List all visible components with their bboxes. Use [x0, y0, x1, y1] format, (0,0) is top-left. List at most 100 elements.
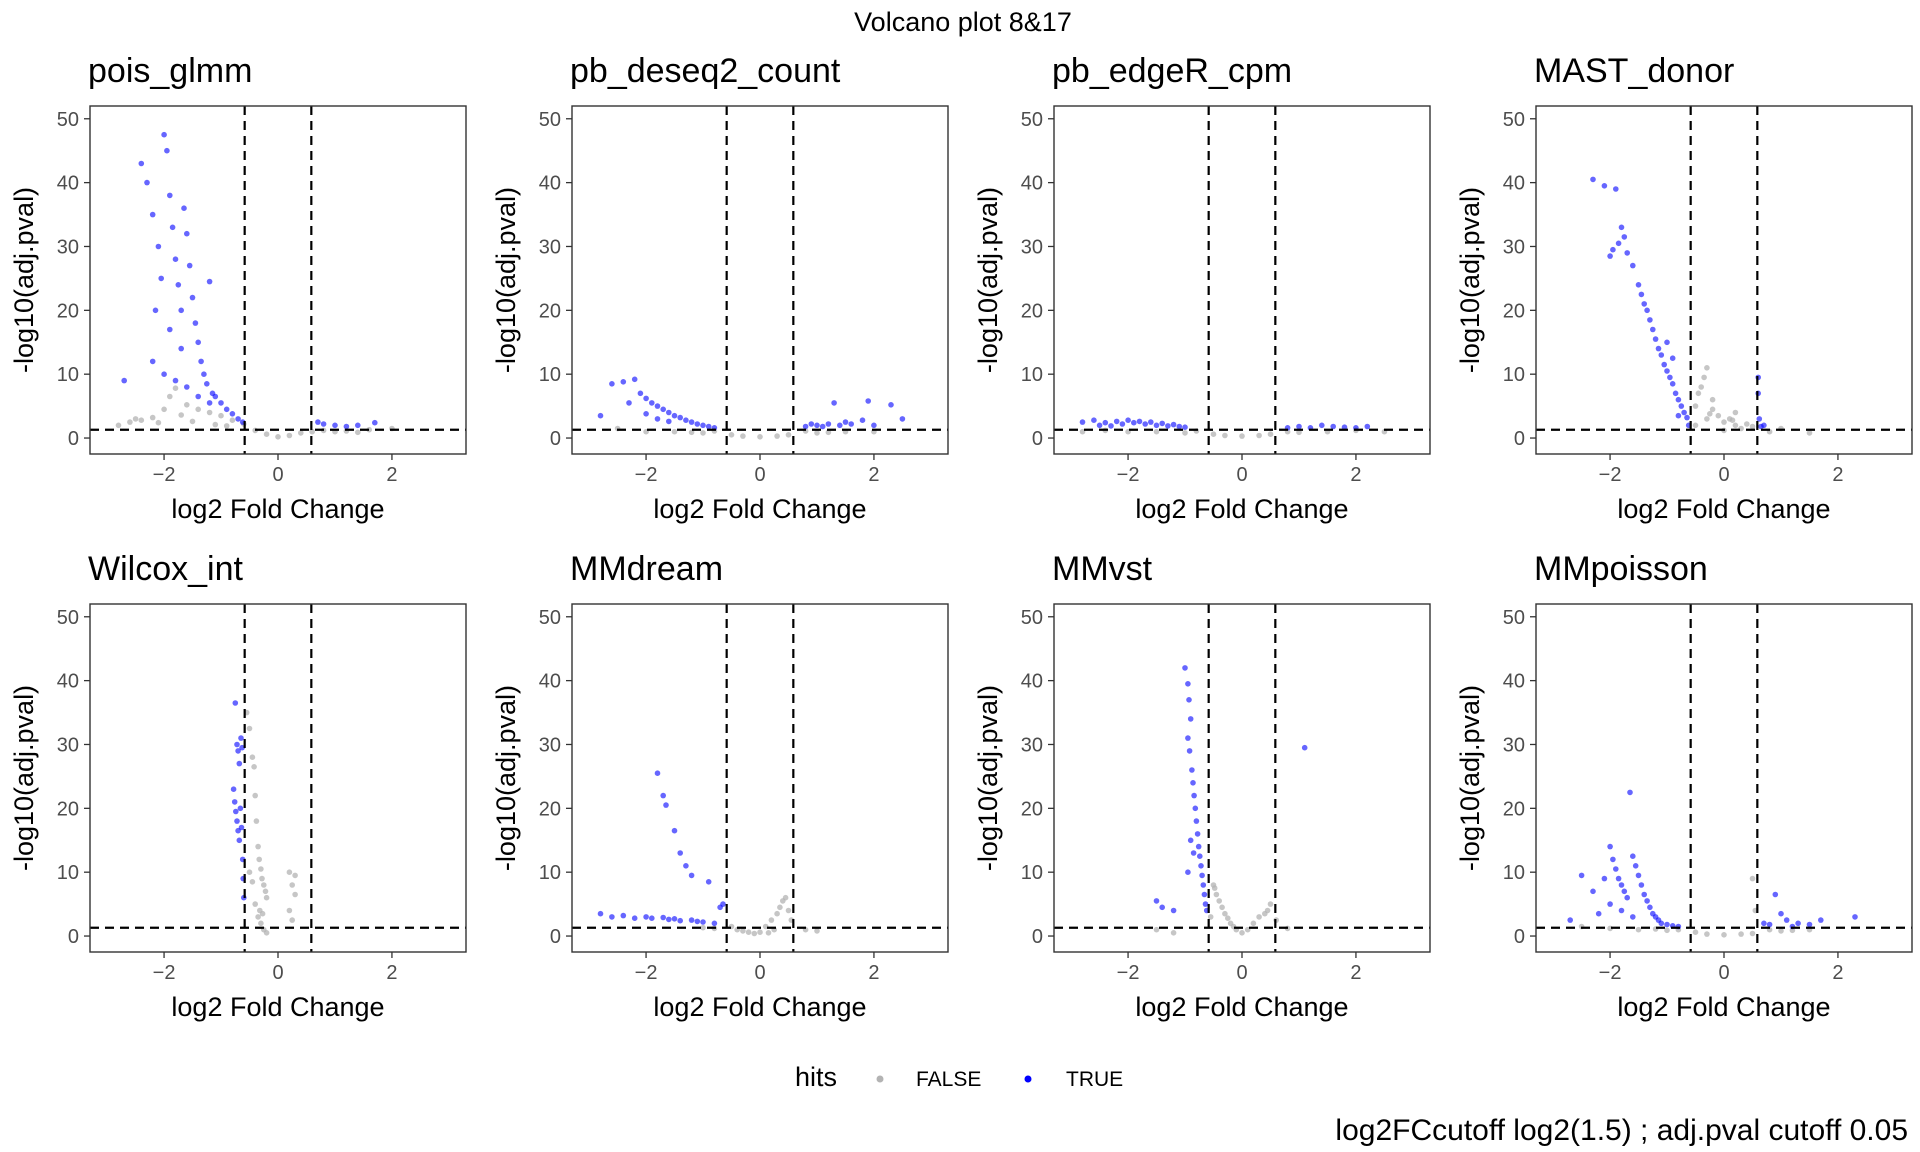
point-true — [1601, 875, 1608, 882]
point-false — [212, 421, 219, 428]
point-false — [249, 879, 256, 885]
panel-title: MMvst — [1052, 550, 1153, 588]
point-false — [289, 882, 296, 888]
point-false — [1182, 430, 1188, 436]
y-tick-label: 30 — [57, 734, 79, 756]
x-tick-label: 2 — [386, 962, 397, 984]
point-true — [1795, 920, 1801, 927]
point-true — [1675, 412, 1682, 419]
y-tick-label: 50 — [1503, 109, 1525, 131]
point-true — [1096, 422, 1103, 429]
point-true — [1664, 921, 1670, 928]
point-true — [1632, 863, 1639, 869]
point-false — [252, 792, 258, 799]
point-true — [1187, 837, 1194, 844]
point-false — [1213, 891, 1220, 898]
point-true — [1624, 598, 1630, 604]
point-true — [842, 419, 849, 425]
point-false — [1079, 428, 1086, 435]
point-true — [1664, 339, 1670, 346]
point-true — [218, 400, 224, 406]
point-false — [289, 917, 296, 923]
point-false — [1732, 409, 1739, 416]
point-true — [231, 799, 238, 805]
y-tick-label: 0 — [68, 926, 79, 948]
point-true — [1136, 418, 1143, 425]
point-true — [233, 808, 239, 815]
point-true — [837, 422, 843, 429]
point-false — [1701, 374, 1707, 381]
point-true — [234, 818, 240, 824]
point-true — [683, 417, 689, 424]
point-true — [888, 402, 894, 408]
point-true — [1191, 792, 1197, 799]
x-tick-label: −2 — [1599, 962, 1622, 984]
point-false — [700, 430, 706, 436]
point-true — [626, 400, 632, 406]
point-true — [620, 379, 627, 385]
panel-title: pb_deseq2_count — [570, 52, 841, 90]
point-true — [1678, 403, 1685, 409]
panel-title: MMdream — [570, 550, 723, 588]
point-false — [223, 423, 230, 429]
point-true — [320, 421, 327, 427]
point-false — [1732, 422, 1739, 429]
y-tick-label: 20 — [1021, 300, 1043, 322]
point-true — [694, 918, 701, 925]
point-true — [609, 914, 615, 920]
y-tick-label: 50 — [1503, 607, 1525, 629]
point-true — [1664, 368, 1670, 374]
point-true — [649, 400, 655, 406]
point-false — [740, 928, 746, 934]
point-true — [198, 358, 204, 365]
point-true — [1119, 421, 1126, 427]
point-true — [158, 275, 164, 282]
y-tick-label: 0 — [550, 926, 561, 948]
y-tick-label: 40 — [57, 671, 79, 693]
y-tick-label: 40 — [57, 173, 79, 195]
x-tick-label: −2 — [153, 464, 176, 486]
panel-background — [1054, 604, 1430, 952]
point-true — [1661, 361, 1667, 368]
point-true — [819, 423, 826, 430]
point-true — [671, 412, 678, 419]
point-true — [1198, 863, 1204, 869]
point-false — [229, 417, 236, 424]
x-tick-label: −2 — [635, 464, 658, 486]
y-tick-label: 40 — [1503, 173, 1525, 195]
x-tick-label: 0 — [272, 962, 283, 984]
point-false — [161, 406, 167, 413]
point-true — [1153, 422, 1160, 429]
point-true — [1658, 352, 1665, 358]
point-false — [263, 894, 270, 901]
point-true — [315, 419, 321, 425]
point-false — [246, 725, 253, 732]
y-tick-label: 10 — [1021, 364, 1043, 386]
point-true — [1618, 907, 1625, 914]
point-false — [252, 901, 258, 907]
point-true — [1672, 390, 1679, 397]
point-true — [1201, 891, 1208, 898]
point-false — [251, 764, 257, 770]
point-true — [1756, 416, 1763, 422]
y-tick-label: 0 — [68, 428, 79, 450]
point-true — [1667, 374, 1673, 381]
point-true — [666, 409, 672, 416]
point-false — [1153, 926, 1160, 933]
panel-title: pb_edgeR_cpm — [1052, 52, 1292, 90]
point-true — [1852, 914, 1858, 920]
point-true — [1778, 910, 1784, 917]
x-tick-label: 2 — [386, 464, 397, 486]
point-true — [688, 917, 695, 923]
point-true — [683, 863, 689, 869]
x-tick-label: 2 — [868, 962, 879, 984]
point-false — [292, 891, 298, 898]
point-true — [1627, 789, 1633, 796]
point-false — [1267, 431, 1274, 438]
legend-label-false: FALSE — [916, 1068, 981, 1091]
point-true — [1647, 317, 1653, 323]
